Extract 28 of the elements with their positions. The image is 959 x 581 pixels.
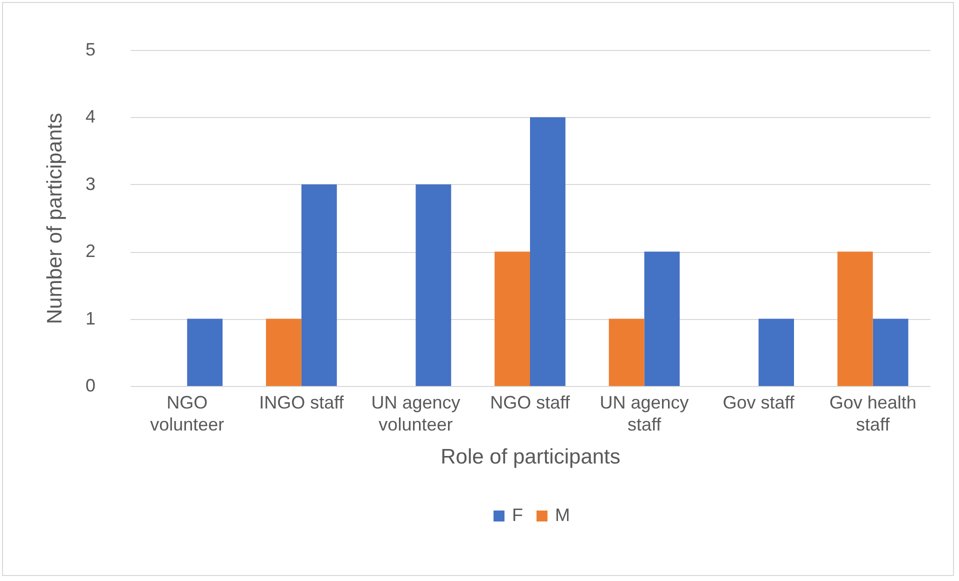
bar: [301, 184, 337, 386]
bar: [530, 117, 566, 386]
bar: [872, 318, 908, 386]
x-tick-label: Gov health staff: [829, 392, 916, 434]
bar: [758, 318, 794, 386]
bar: [266, 318, 302, 386]
legend-label: M: [555, 505, 570, 525]
y-tick-label: 1: [85, 308, 96, 328]
y-tick-label: 0: [85, 376, 96, 396]
x-tick-label: UN agency volunteer: [371, 392, 460, 434]
bar: [608, 318, 644, 386]
x-tick-label: UN agency staff: [600, 392, 689, 434]
bar: [416, 184, 452, 386]
y-tick-label: 5: [85, 40, 96, 60]
x-tick-label: INGO staff: [259, 392, 345, 412]
bar: [644, 252, 680, 386]
y-axis-title: Number of participants: [43, 112, 66, 324]
bar: [837, 252, 873, 386]
bar: [494, 252, 530, 386]
x-axis-title: Role of participants: [440, 446, 620, 468]
x-tick-label: NGO volunteer: [150, 392, 224, 434]
x-tick-label: Gov staff: [722, 392, 796, 412]
y-tick-label: 4: [85, 106, 96, 127]
legend-label: F: [512, 505, 523, 525]
bar: [187, 318, 223, 386]
y-tick-label: 2: [85, 241, 96, 262]
y-tick-label: 3: [85, 174, 96, 194]
x-tick-label: NGO staff: [490, 392, 571, 412]
